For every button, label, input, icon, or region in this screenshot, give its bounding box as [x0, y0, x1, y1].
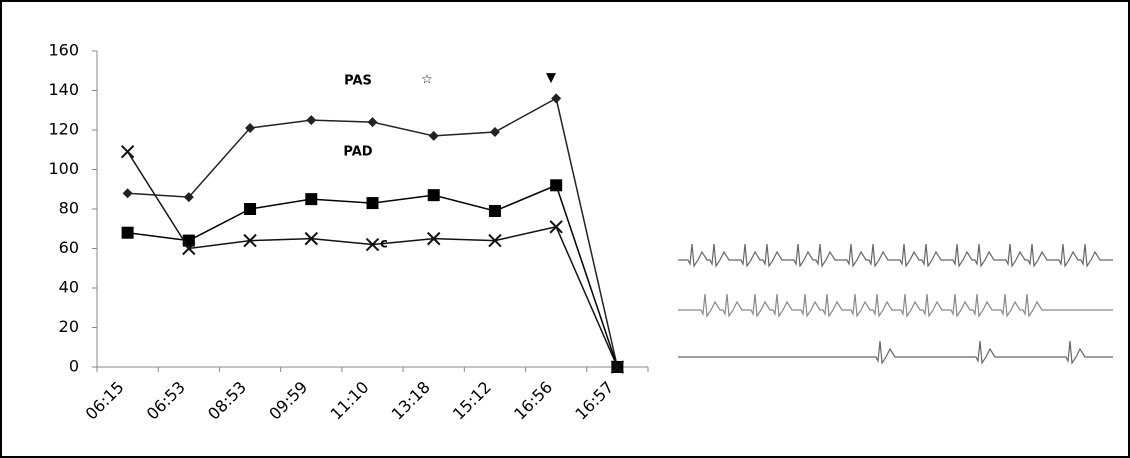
- y-tick-label: 160: [48, 41, 79, 60]
- y-tick-label: 100: [48, 159, 79, 178]
- ecg-image: [678, 244, 1113, 363]
- x-tick-label: 08:53: [204, 378, 250, 424]
- page: {"chart_data": {"type": "line", "categor…: [0, 0, 1130, 458]
- diamond-marker: [429, 131, 439, 141]
- chart: 0 20 40 60 80 100 120 140 160 06:15 06:53 08:53 09:5…: [0, 0, 1130, 458]
- x-tick-label: 15:12: [449, 378, 495, 424]
- y-tick-label: 80: [59, 199, 79, 218]
- x-tick-label: 11:10: [326, 378, 372, 424]
- x-marker: [550, 221, 562, 233]
- x-tick-label: 16:57: [571, 378, 617, 424]
- diamond-marker: [490, 127, 500, 137]
- annotation: ▼: [546, 71, 556, 86]
- x-tick-label: 06:15: [82, 378, 128, 424]
- diamond-marker: [306, 115, 316, 125]
- ecg-trace: [678, 294, 1113, 316]
- x-tick-label: 06:53: [143, 378, 189, 424]
- square-marker: [550, 179, 562, 191]
- annotation: PAD: [343, 145, 372, 160]
- y-tick-label: 120: [48, 120, 79, 139]
- series-line: [128, 98, 618, 367]
- square-marker: [122, 227, 134, 239]
- diamond-marker: [551, 93, 561, 103]
- square-marker: [367, 197, 379, 209]
- square-marker: [305, 193, 317, 205]
- y-tick-label: 140: [48, 80, 79, 99]
- y-tick-label: 40: [59, 278, 79, 297]
- ecg-trace: [678, 341, 1113, 363]
- square-marker: [244, 203, 256, 215]
- diamond-marker: [123, 188, 133, 198]
- annotation: c: [380, 237, 388, 252]
- square-marker: [428, 189, 440, 201]
- x-tick-label: 16:56: [510, 378, 556, 424]
- annotation: ☆: [421, 73, 433, 88]
- x-marker: [122, 146, 134, 158]
- x-tick-label: 13:18: [388, 378, 434, 424]
- diamond-marker: [368, 117, 378, 127]
- ecg-trace: [678, 244, 1113, 266]
- square-marker: [489, 205, 501, 217]
- series-line: [128, 185, 618, 367]
- y-tick-label: 60: [59, 238, 79, 257]
- annotation: PAS: [344, 74, 372, 89]
- y-tick-label: 20: [59, 317, 79, 336]
- x-tick-label: 09:59: [265, 378, 311, 424]
- y-tick-label: 0: [69, 357, 79, 376]
